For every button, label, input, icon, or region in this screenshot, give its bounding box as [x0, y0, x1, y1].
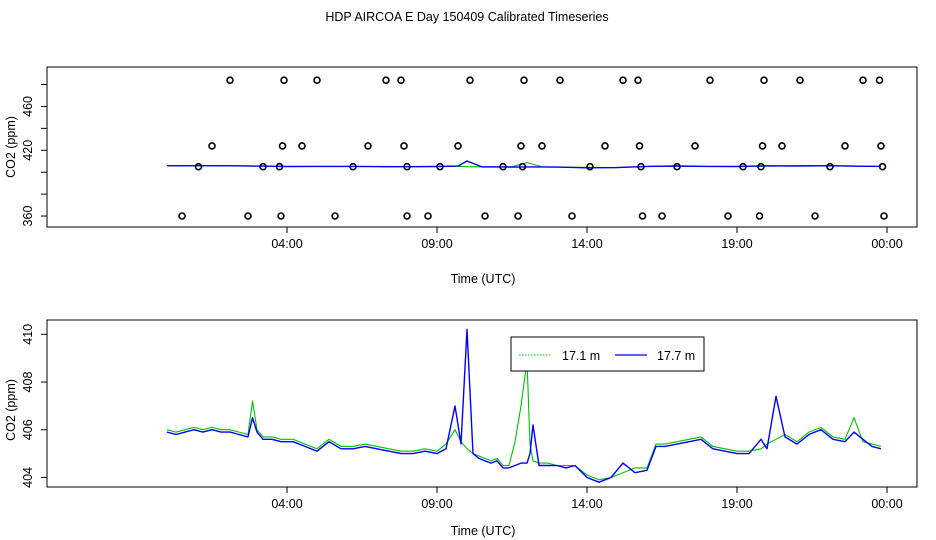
top-series-blue	[167, 160, 882, 169]
calibration-point	[518, 162, 527, 171]
calibration-point	[755, 212, 764, 220]
calibration-point	[517, 142, 525, 150]
calibration-point	[875, 76, 884, 84]
calibration-point	[878, 162, 887, 171]
bottom-y-tick-label: 404	[21, 467, 35, 488]
calibration-point	[724, 212, 732, 220]
bottom-y-tick-label: 406	[21, 419, 35, 440]
calibration-point	[194, 162, 203, 171]
calibration-point	[635, 142, 644, 150]
calibration-point	[826, 162, 834, 171]
top-panel: 04:00 09:00 14:00 19:00 00:00 360 420 460 Time …	[4, 66, 918, 286]
legend-box	[510, 336, 705, 372]
calibration-point	[454, 142, 462, 150]
top-y-tick-label: 360	[21, 206, 35, 227]
bottom-series-green	[166, 360, 882, 481]
top-x-tick-label: 09:00	[421, 237, 452, 251]
calibration-point	[514, 212, 522, 220]
calibration-point	[877, 142, 885, 150]
bottom-series	[166, 328, 882, 483]
top-series	[167, 160, 882, 169]
calibration-point	[403, 162, 411, 171]
calibration-point	[758, 142, 767, 150]
calibration-point	[397, 76, 405, 84]
calibration-point	[556, 76, 564, 84]
calibration-point	[280, 76, 288, 84]
calibration-point	[436, 162, 444, 171]
chart-title: HDP AIRCOA E Day 150409 Calibrated Times…	[325, 10, 608, 24]
calibration-point	[601, 142, 609, 150]
top-y-tick-label: 460	[21, 96, 35, 117]
calibration-point	[331, 212, 339, 220]
calibration-point	[673, 162, 681, 171]
calibration-point	[619, 76, 627, 84]
calibration-point	[880, 212, 888, 220]
calibration-point	[760, 76, 768, 84]
calibration-point	[275, 162, 284, 171]
top-x-tick-label: 19:00	[721, 237, 752, 251]
calibration-point	[178, 212, 186, 220]
calibration-point	[538, 142, 546, 150]
bottom-x-tick-label: 19:00	[721, 497, 752, 511]
calibration-point	[208, 142, 216, 150]
legend: 17.1 m 17.7 m	[510, 336, 705, 372]
calibration-point	[278, 142, 287, 150]
bottom-panel: 04:00 09:00 14:00 19:00 00:00 404 406 408 410 Ti…	[4, 319, 918, 538]
bottom-x-tick-label: 09:00	[421, 497, 452, 511]
calibration-point	[313, 76, 321, 84]
bottom-x-tick-label: 04:00	[271, 497, 302, 511]
calibration-point	[244, 212, 252, 220]
calibration-point	[382, 76, 390, 84]
top-x-tick-label: 00:00	[871, 237, 902, 251]
bottom-y-tick-label: 410	[21, 324, 35, 345]
bottom-series-blue	[166, 328, 882, 483]
calibration-point	[778, 142, 786, 150]
calibration-point	[226, 76, 234, 84]
legend-label-blue: 17.7 m	[657, 349, 695, 363]
calibration-point	[400, 142, 408, 150]
bottom-plot-frame	[46, 319, 918, 488]
top-calibration-points	[178, 76, 888, 220]
calibration-point	[349, 162, 357, 171]
top-x-tick-label: 04:00	[271, 237, 302, 251]
top-y-axis-label: CO2 (ppm)	[4, 116, 18, 178]
bottom-axes: 04:00 09:00 14:00 19:00 00:00 404 406 408 410	[21, 324, 903, 511]
calibration-point	[691, 142, 699, 150]
calibration-point	[638, 212, 647, 220]
top-x-axis-label: Time (UTC)	[451, 272, 516, 286]
calibration-point	[637, 162, 645, 171]
calibration-point	[796, 76, 804, 84]
bottom-x-tick-label: 14:00	[571, 497, 602, 511]
top-y-tick-label: 420	[21, 140, 35, 161]
calibration-point	[259, 162, 267, 171]
calibration-point	[298, 142, 306, 150]
bottom-x-axis-label: Time (UTC)	[451, 524, 516, 538]
calibration-point	[634, 76, 642, 84]
bottom-y-axis-label: CO2 (ppm)	[4, 379, 18, 441]
calibration-point	[481, 212, 489, 220]
calibration-point	[757, 162, 765, 171]
bottom-x-tick-label: 00:00	[871, 497, 902, 511]
calibration-point	[841, 142, 849, 150]
calibration-point	[277, 212, 285, 220]
calibration-point	[706, 76, 714, 84]
calibration-point	[499, 162, 507, 171]
calibration-point	[586, 162, 594, 171]
calibration-point	[403, 212, 411, 220]
calibration-point	[520, 76, 528, 84]
calibration-point	[811, 212, 819, 220]
calibration-point	[739, 162, 747, 171]
top-x-tick-label: 14:00	[571, 237, 602, 251]
calibration-point	[424, 212, 432, 220]
calibration-point	[568, 212, 576, 220]
calibration-point	[658, 212, 666, 220]
calibration-point	[859, 76, 867, 84]
calibration-point	[364, 142, 372, 150]
legend-label-green: 17.1 m	[562, 349, 600, 363]
top-axes: 04:00 09:00 14:00 19:00 00:00 360 420 460	[21, 84, 903, 251]
bottom-y-tick-label: 408	[21, 372, 35, 393]
calibration-point	[466, 76, 474, 84]
top-plot-frame	[46, 66, 918, 228]
